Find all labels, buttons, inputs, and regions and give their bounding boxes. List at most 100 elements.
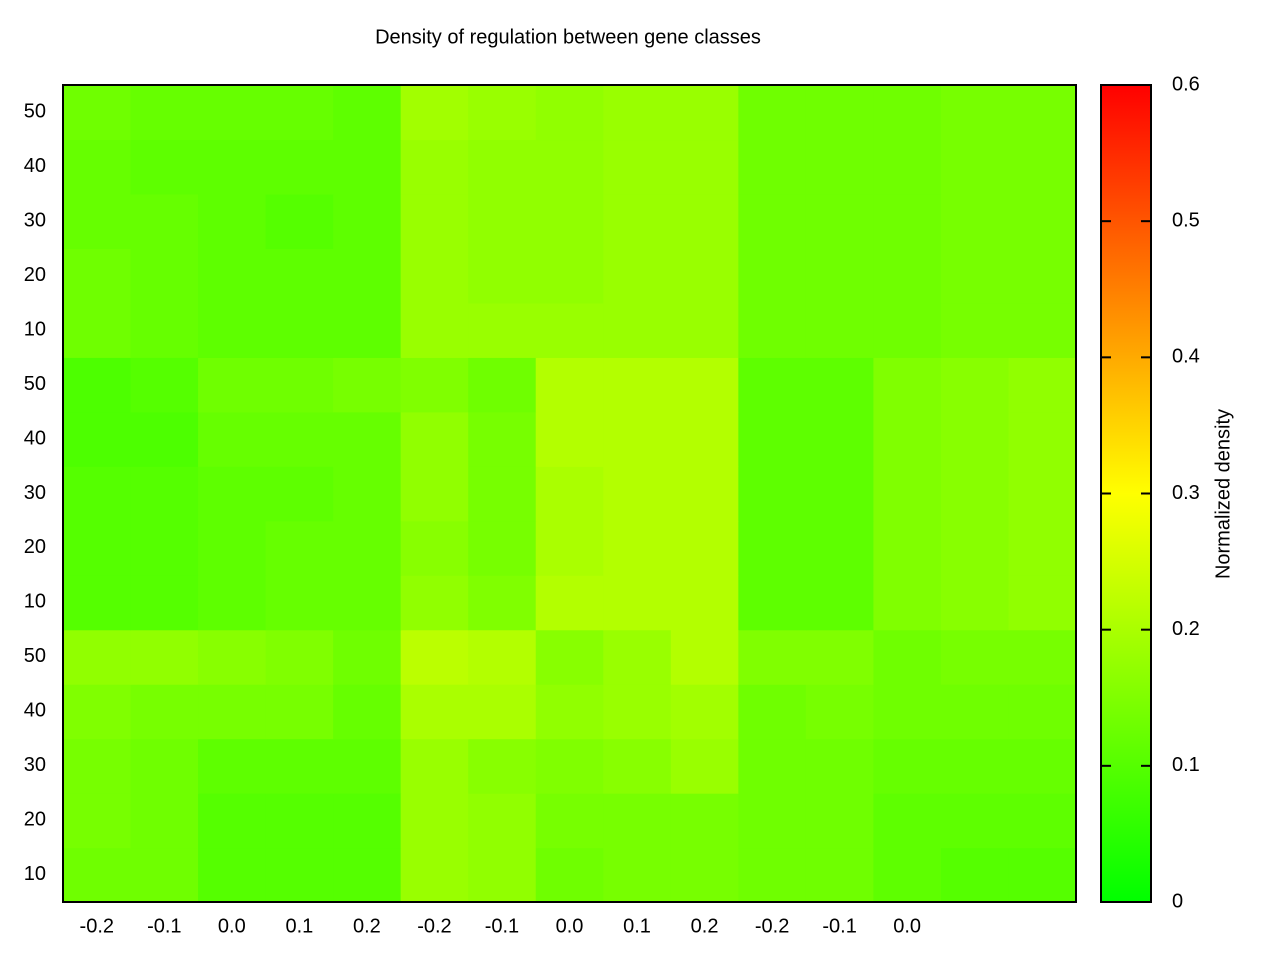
heatmap-cell [468, 684, 537, 740]
heatmap-cell [1008, 520, 1077, 576]
heatmap-cell [468, 411, 537, 467]
heatmap-cell [198, 466, 267, 522]
y-tick-label: 40 [24, 700, 46, 722]
heatmap-cell [400, 575, 469, 631]
heatmap-cell [400, 357, 469, 413]
heatmap-cell [468, 85, 537, 141]
heatmap-cell [873, 193, 942, 249]
heatmap-cell [63, 793, 132, 849]
heatmap-cell [670, 193, 739, 249]
heatmap-cell [873, 85, 942, 141]
heatmap-cell [400, 302, 469, 358]
heatmap-cell [265, 575, 334, 631]
heatmap-cell [198, 793, 267, 849]
heatmap-cell [603, 575, 672, 631]
heatmap-cell [265, 302, 334, 358]
x-tick-label: 0.0 [556, 915, 584, 937]
heatmap-cell [738, 520, 807, 576]
heatmap-cell [1008, 629, 1077, 685]
heatmap-cell [333, 575, 402, 631]
heatmap-cell [940, 629, 1010, 685]
heatmap-cell [1008, 847, 1077, 903]
heatmap-cell [603, 357, 672, 413]
y-tick-label: 50 [24, 645, 46, 667]
heatmap-cell [603, 193, 672, 249]
colorbar-tick-label: 0.1 [1172, 754, 1200, 776]
heatmap-cell [333, 466, 402, 522]
x-tick-label: -0.2 [80, 915, 114, 937]
heatmap-cell [805, 357, 874, 413]
heatmap-cell [670, 302, 739, 358]
heatmap-cell [130, 466, 199, 522]
heatmap-cell [400, 738, 469, 794]
heatmap-cell [198, 193, 267, 249]
colorbar-tick-label: 0 [1172, 890, 1183, 912]
heatmap-cell [535, 629, 604, 685]
heatmap-cell [940, 248, 1010, 304]
heatmap-cell [738, 466, 807, 522]
heatmap-cell [1008, 684, 1077, 740]
heatmap-cell [535, 248, 604, 304]
colorbar-tick-label: 0.4 [1172, 346, 1200, 368]
heatmap-cell [805, 847, 874, 903]
heatmap-cell [198, 738, 267, 794]
heatmap-cell [63, 629, 132, 685]
heatmap-cell [400, 85, 469, 141]
heatmap-cell [198, 575, 267, 631]
heatmap-cell [670, 738, 739, 794]
heatmap-cell [873, 411, 942, 467]
heatmap-cell [940, 302, 1010, 358]
heatmap-cell [940, 738, 1010, 794]
heatmap-cell [265, 847, 334, 903]
heatmap-cell [940, 684, 1010, 740]
heatmap-cell [333, 85, 402, 141]
heatmap-cell [265, 466, 334, 522]
heatmap-cell [1008, 357, 1077, 413]
y-tick-label: 20 [24, 264, 46, 286]
heatmap-cell [265, 684, 334, 740]
heatmap-cell [1008, 466, 1077, 522]
heatmap-cell [805, 193, 874, 249]
heatmap-cell [198, 85, 267, 141]
heatmap-cell [63, 193, 132, 249]
heatmap-cell [670, 411, 739, 467]
heatmap-cell [670, 684, 739, 740]
heatmap-cell [940, 847, 1010, 903]
y-tick-label: 50 [24, 373, 46, 395]
heatmap-cell [805, 575, 874, 631]
heatmap-cell [265, 248, 334, 304]
heatmap-cell [265, 793, 334, 849]
heatmap-cell [670, 793, 739, 849]
heatmap-cell [63, 411, 132, 467]
heatmap-cell [333, 629, 402, 685]
heatmap-cell [130, 302, 199, 358]
heatmap-cell [198, 520, 267, 576]
heatmap-cell [130, 847, 199, 903]
heatmap-cell [265, 520, 334, 576]
heatmap-cell [535, 575, 604, 631]
heatmap-cell [738, 85, 807, 141]
x-tick-label: 0.0 [218, 915, 246, 937]
heatmap-cell [63, 738, 132, 794]
heatmap-cell [940, 357, 1010, 413]
heatmap-cell [468, 302, 537, 358]
heatmap-cell [738, 248, 807, 304]
colorbar-tick-label: 0.5 [1172, 209, 1200, 231]
heatmap-cell [333, 302, 402, 358]
heatmap-cell [63, 847, 132, 903]
heatmap-cell [198, 629, 267, 685]
heatmap-cell [333, 248, 402, 304]
heatmap-cell [603, 466, 672, 522]
heatmap-cell [805, 629, 874, 685]
x-tick-label: 0.2 [691, 915, 719, 937]
heatmap-cell [738, 302, 807, 358]
heatmap-cell [873, 302, 942, 358]
heatmap-cell [333, 684, 402, 740]
heatmap-cell [670, 85, 739, 141]
y-tick-label: 40 [24, 155, 46, 177]
x-tick-label: 0.2 [353, 915, 381, 937]
heatmap-cell [63, 684, 132, 740]
heatmap-cell [535, 411, 604, 467]
y-tick-label: 10 [24, 318, 46, 340]
heatmap-cell [670, 575, 739, 631]
